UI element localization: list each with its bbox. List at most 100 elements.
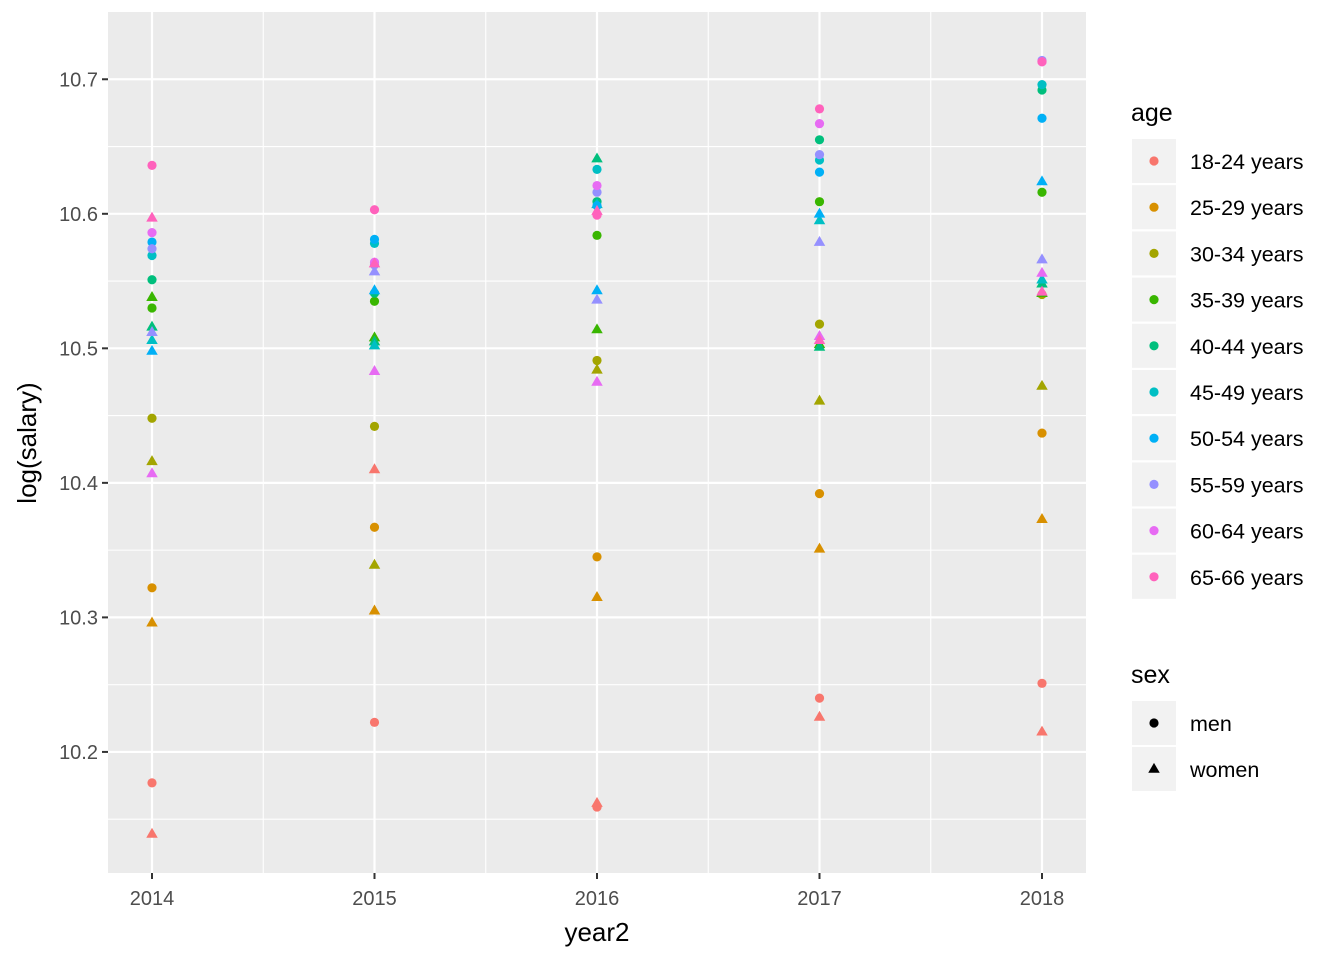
data-point-women [813,340,826,351]
y-tick-label: 10.6 [59,204,98,226]
data-point-men [592,164,602,175]
data-point-women [1036,253,1048,264]
legend-age-label: 55-59 years [1190,473,1304,497]
legend-key-point [1149,202,1159,212]
x-tick-label: 2016 [575,888,620,910]
axes: 10.2 10.3 10.4 10.5 10.6 10.7 2014 2015 2016 2017… [59,69,1064,910]
data-point-women [591,152,603,163]
x-tick-label: 2017 [797,888,842,910]
data-point-men [147,303,157,313]
legend-key-point [1149,341,1159,351]
data-point-women [146,616,158,627]
legend-key-point [1149,295,1159,305]
data-point-men [1037,80,1047,90]
data-point-women [368,463,381,474]
data-point-women [146,291,158,301]
y-tick-label: 10.5 [59,338,98,360]
data-point-women [146,455,158,466]
data-point-men [592,180,602,191]
data-point-women [146,344,158,355]
data-point-men [369,296,380,306]
data-points [146,55,1048,838]
data-point-women [146,827,158,838]
data-point-men [147,583,157,593]
data-point-men [1037,187,1047,197]
data-point-women [813,207,826,218]
legend-age-label: 18-24 years [1190,150,1304,174]
data-point-women [146,334,158,345]
data-point-women [1036,379,1048,390]
legend-age-label: 50-54 years [1190,427,1304,451]
legend-age-label: 40-44 years [1190,335,1304,359]
data-point-women [146,211,158,222]
data-point-women [1036,513,1048,523]
data-point-women [813,542,826,553]
data-point-men [814,489,825,499]
legend-key-point [1149,433,1159,443]
legend-key-point [1149,526,1159,536]
legend-key-point [1149,156,1159,166]
x-tick-label: 2014 [130,888,175,910]
data-point-women [368,365,381,375]
legend-sex-label: women [1189,758,1259,782]
data-point-women [591,323,603,334]
data-point-women [368,604,381,615]
data-point-women [813,214,826,225]
data-point-women [146,467,158,478]
data-point-men [369,522,380,532]
plot-panel [108,12,1086,873]
data-point-men [814,119,825,129]
data-point-men [1037,113,1047,123]
y-tick-label: 10.2 [59,742,98,764]
data-point-men [814,197,825,207]
y-tick-label: 10.7 [59,69,98,91]
data-point-men [814,104,825,114]
data-point-women [1036,725,1048,736]
legend-age-title: age [1131,99,1173,127]
legend-key-point [1149,572,1159,582]
x-axis-title: year2 [564,917,629,947]
data-point-men [1037,428,1047,438]
data-point-women [591,363,603,374]
data-point-women [1036,175,1048,186]
data-point-women [591,375,603,386]
data-point-men [369,205,380,215]
data-point-men [147,778,157,788]
data-point-women [591,284,603,295]
x-tick-label: 2018 [1020,888,1065,910]
data-point-women [1036,285,1048,296]
legend-key-point [1149,479,1159,489]
data-point-men [147,244,157,254]
data-point-men [147,250,157,261]
legend-sex: sex men women [1131,661,1259,791]
data-point-women [813,334,826,345]
legend-sex-title: sex [1131,661,1170,689]
data-point-women [146,320,158,331]
data-point-women [146,326,158,336]
data-point-men [814,693,825,703]
data-point-women [813,394,826,405]
data-point-women [591,591,603,601]
legend-key-triangle [1148,762,1160,773]
data-point-women [368,265,381,276]
data-point-women [813,235,826,246]
data-point-women [591,204,603,215]
data-point-men [147,237,157,247]
data-point-men [1037,678,1047,688]
data-point-men [592,230,602,240]
data-point-men [814,167,825,177]
legend-age-label: 60-64 years [1190,520,1304,544]
data-point-men [814,319,825,329]
x-tick-label: 2015 [352,888,397,910]
y-tick-label: 10.4 [59,473,98,495]
data-point-women [368,257,381,268]
legend-key-point [1149,248,1159,258]
legend-age: age 18-24 years 25-29 years 30-34 years 35-… [1131,99,1304,599]
data-point-men [592,355,602,366]
legend-age-label: 30-34 years [1190,242,1304,266]
data-point-men [147,160,157,170]
data-point-men [147,228,157,238]
data-point-women [591,293,603,304]
data-point-women [1036,273,1048,284]
y-tick-label: 10.3 [59,607,98,629]
